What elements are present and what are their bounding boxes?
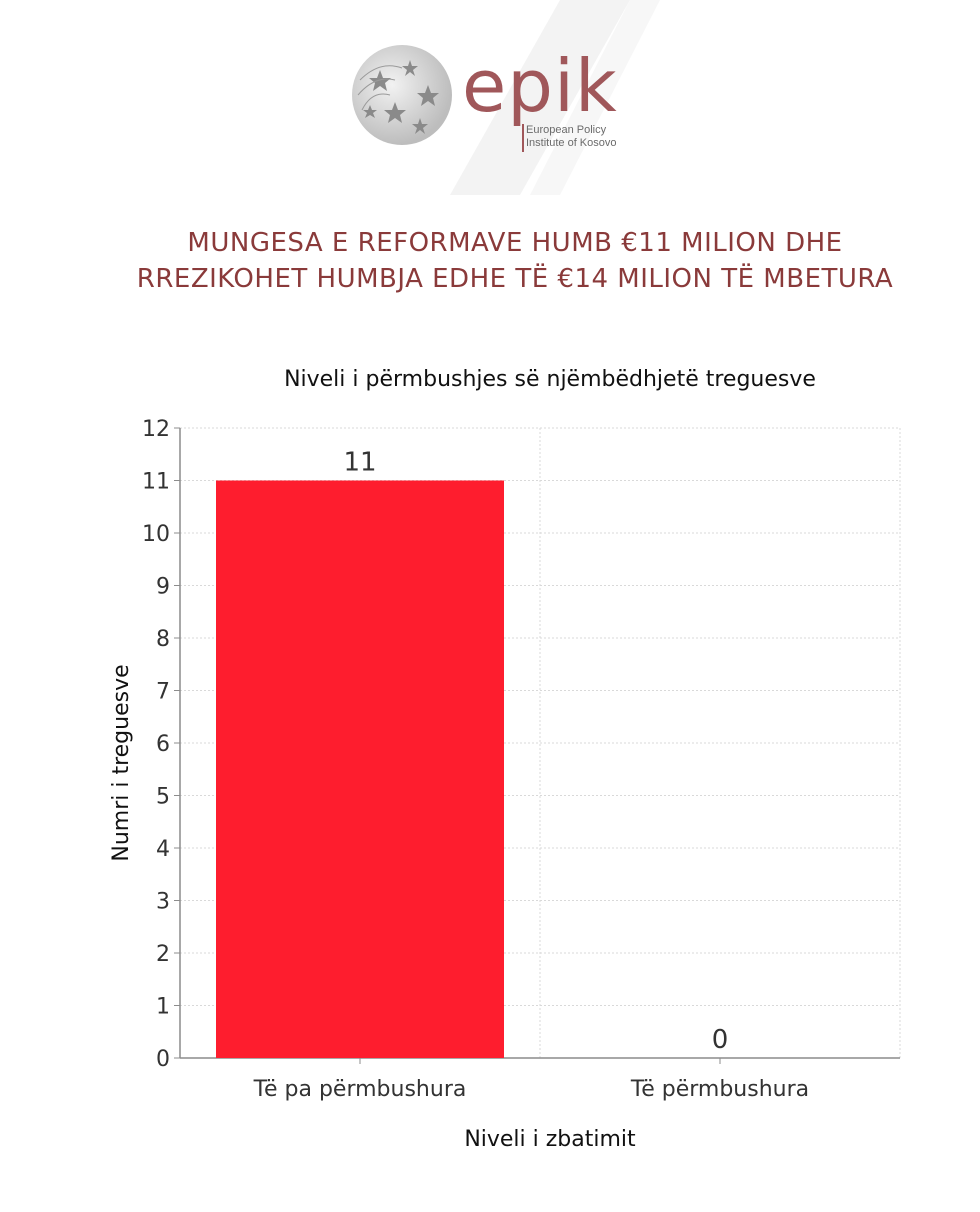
y-axis-title: Numri i treguesve <box>109 664 134 861</box>
y-tick-label: 4 <box>156 837 170 862</box>
x-tick-label: Të përmbushura <box>630 1077 809 1102</box>
x-axis-title: Niveli i zbatimit <box>464 1127 636 1152</box>
headline-line-2: RREZIKOHET HUMBJA EDHE TË €14 MILION TË … <box>136 264 894 294</box>
y-tick-label: 7 <box>156 680 170 705</box>
logo-wordmark: epik <box>462 44 618 128</box>
y-tick-label: 3 <box>156 890 170 915</box>
chart-title: Niveli i përmbushjes së njëmbëdhjetë tre… <box>284 367 816 392</box>
y-tick-label: 2 <box>156 942 170 967</box>
y-tick-label: 0 <box>156 1047 170 1072</box>
data-label: 0 <box>712 1025 729 1055</box>
headline: MUNGESA E REFORMAVE HUMB €11 MILION DHE … <box>60 225 970 297</box>
y-tick-label: 8 <box>156 627 170 652</box>
logo-globe-icon <box>352 45 452 145</box>
logo-subtitle-line-2: Institute of Kosovo <box>526 137 617 149</box>
logo-subtitle-line-1: European Policy <box>526 124 607 136</box>
y-tick-label: 6 <box>156 732 170 757</box>
logo-subtitle: European Policy Institute of Kosovo <box>526 124 617 150</box>
y-tick-label: 1 <box>156 995 170 1020</box>
y-tick-label: 9 <box>156 575 170 600</box>
data-label: 11 <box>343 448 376 478</box>
y-tick-label: 11 <box>142 470 170 495</box>
y-tick-label: 5 <box>156 785 170 810</box>
logo-divider <box>522 124 524 152</box>
y-tick-label: 10 <box>142 522 170 547</box>
x-tick-label: Të pa përmbushura <box>253 1077 467 1102</box>
bar <box>216 480 504 1058</box>
epik-logo: epik European Policy Institute of Kosovo <box>350 40 650 160</box>
bar-chart: Niveli i përmbushjes së njëmbëdhjetë tre… <box>109 367 901 1152</box>
y-tick-label: 12 <box>142 417 170 442</box>
headline-line-1: MUNGESA E REFORMAVE HUMB €11 MILION DHE <box>187 228 843 258</box>
